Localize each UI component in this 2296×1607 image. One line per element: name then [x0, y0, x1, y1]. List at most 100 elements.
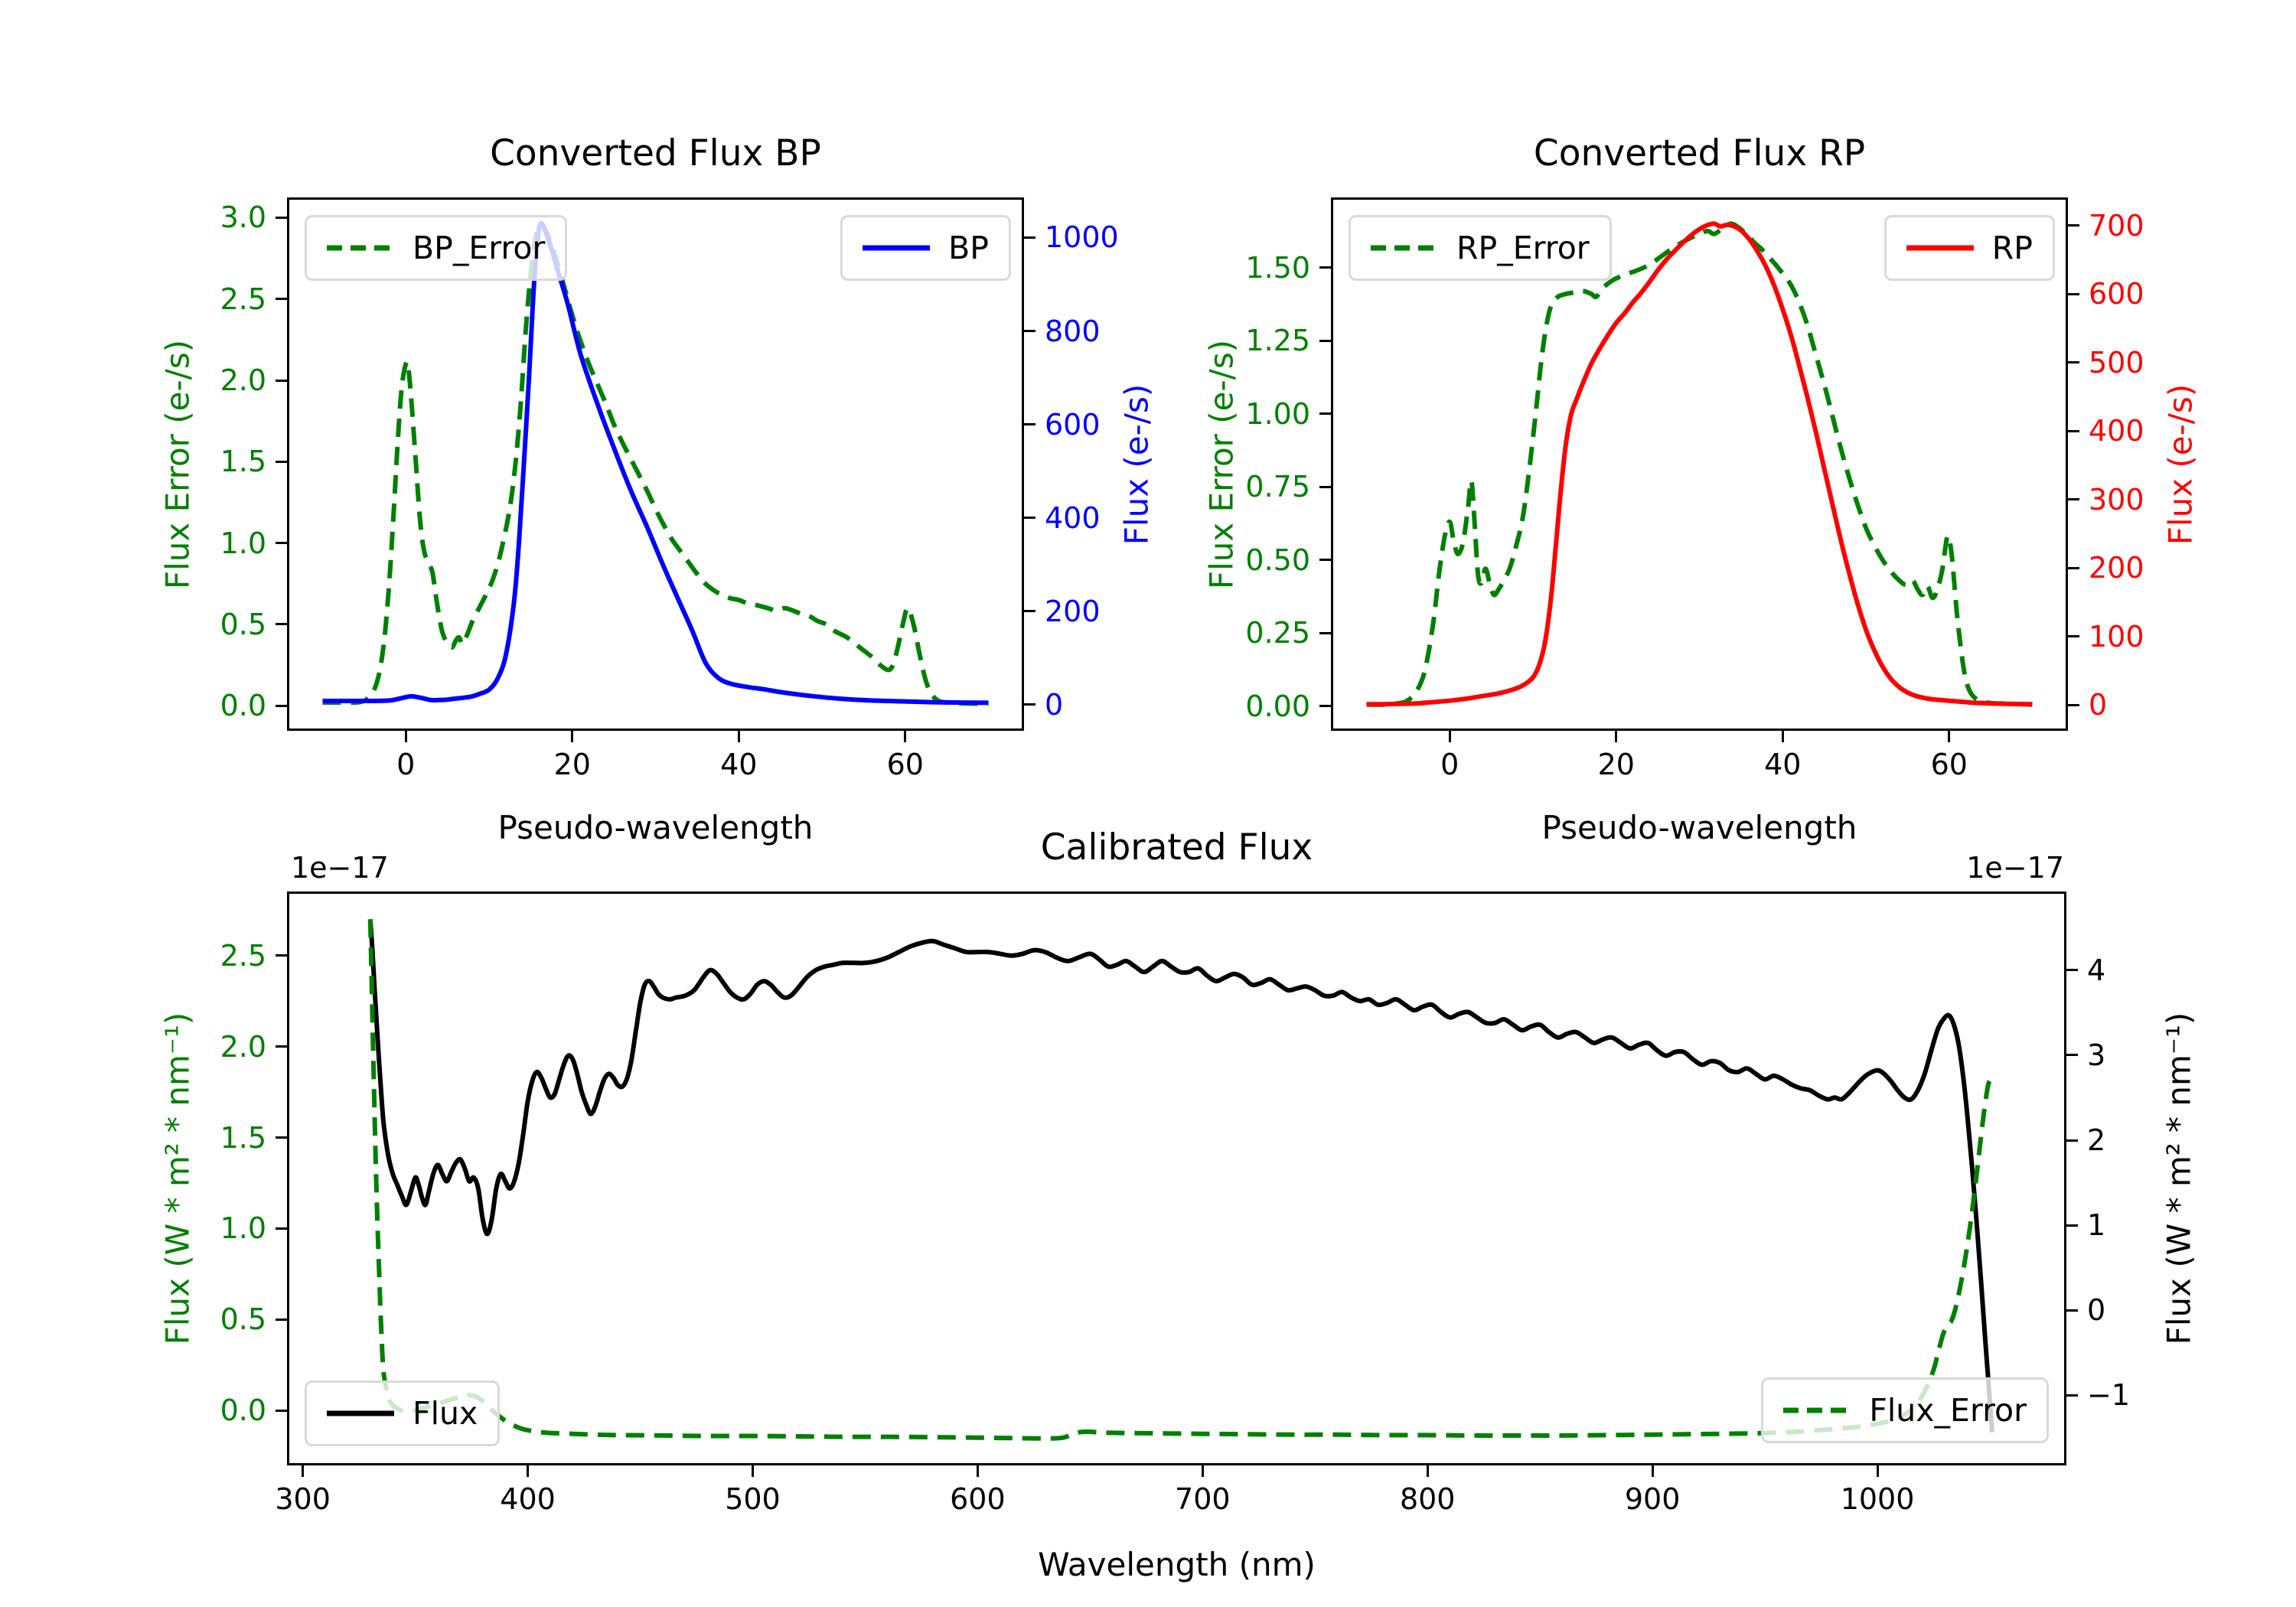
- plot-canvas-rp: [1366, 221, 2033, 707]
- left-y-tick-label: 0.00: [1245, 689, 1310, 723]
- right-y-tick-label: 200: [1045, 594, 1101, 628]
- legend-flux-error: Flux_Error: [1761, 1377, 2049, 1443]
- x-tick-label: 40: [1764, 748, 1802, 781]
- left-y-tick-label: 0.5: [220, 1302, 266, 1337]
- left-y-tick-label: 0.50: [1245, 543, 1310, 577]
- right-y-axis-label-bp: Flux (e-/s): [1117, 383, 1156, 545]
- right-y-tick-label: 300: [2089, 482, 2144, 517]
- plot-title-rp: Converted Flux RP: [1533, 132, 1866, 174]
- left-y-tick-label: 1.0: [220, 526, 266, 560]
- legend-label-flux: Flux: [413, 1395, 478, 1432]
- right-y-tick-mark: [2068, 292, 2079, 295]
- x-tick-mark: [904, 731, 907, 742]
- right-y-tick-mark: [1024, 236, 1035, 239]
- left-y-tick-mark: [276, 1318, 287, 1321]
- left-y-tick-mark: [276, 1227, 287, 1230]
- right-y-tick-label: 1: [2087, 1208, 2106, 1243]
- rp_error-curve: [1366, 221, 2033, 707]
- solid-line-sample-icon: [1906, 245, 1974, 251]
- right-y-tick-label: 0: [2087, 1293, 2106, 1328]
- left-y-tick-label: 3.0: [220, 200, 266, 235]
- left-y-tick-mark: [1319, 559, 1331, 562]
- right-y-tick-mark: [2068, 429, 2079, 432]
- legend-flux: Flux: [305, 1380, 501, 1446]
- x-tick-label: 900: [1624, 1482, 1681, 1516]
- x-tick-label: 300: [275, 1482, 331, 1516]
- right-y-tick-mark: [2068, 498, 2079, 501]
- left-axis-offset-text: 1e−17: [291, 851, 389, 885]
- x-tick-label: 500: [725, 1482, 781, 1516]
- plot-title-bp: Converted Flux BP: [490, 132, 821, 174]
- left-y-tick-mark: [276, 1409, 287, 1412]
- left-y-tick-label: 0.75: [1245, 470, 1310, 504]
- x-tick-mark: [1876, 1465, 1879, 1477]
- right-y-tick-label: 200: [2089, 551, 2144, 585]
- x-tick-mark: [751, 1465, 754, 1477]
- left-y-tick-mark: [276, 542, 287, 545]
- x-tick-label: 60: [1930, 748, 1968, 781]
- flux_error-curve: [367, 919, 1992, 1441]
- right-y-tick-label: 700: [2089, 208, 2144, 243]
- right-y-tick-mark: [1024, 330, 1035, 333]
- rp-curve: [1366, 221, 2033, 707]
- left-y-tick-label: 0.0: [220, 689, 266, 723]
- plot-title-calibrated: Calibrated Flux: [1040, 826, 1313, 869]
- left-y-tick-mark: [276, 704, 287, 707]
- x-tick-label: 700: [1175, 1482, 1231, 1516]
- dashed-line-sample-icon: [327, 245, 394, 251]
- x-tick-mark: [1781, 731, 1784, 742]
- x-axis-label-calibrated: Wavelength (nm): [1038, 1546, 1316, 1583]
- x-tick-mark: [1426, 1465, 1429, 1477]
- legend-rp-error: RP_Error: [1349, 215, 1612, 281]
- left-y-tick-label: 2.0: [220, 363, 266, 397]
- x-tick-mark: [1448, 731, 1451, 742]
- right-y-tick-label: 400: [2089, 414, 2144, 448]
- left-y-axis-label-calibrated: Flux (W * m² * nm⁻¹): [158, 1012, 197, 1345]
- left-y-tick-mark: [1319, 631, 1331, 634]
- legend-rp: RP: [1883, 215, 2055, 281]
- x-tick-label: 0: [396, 748, 416, 781]
- left-y-tick-mark: [1319, 705, 1331, 708]
- left-y-tick-mark: [276, 460, 287, 463]
- x-tick-mark: [1615, 731, 1618, 742]
- right-y-tick-label: 100: [2089, 619, 2144, 654]
- x-tick-mark: [527, 1465, 530, 1477]
- x-tick-label: 1000: [1840, 1482, 1915, 1516]
- dashed-line-sample-icon: [1783, 1407, 1851, 1413]
- x-tick-mark: [571, 731, 574, 742]
- x-tick-mark: [1948, 731, 1951, 742]
- left-y-tick-mark: [1319, 412, 1331, 416]
- right-y-tick-mark: [1024, 517, 1035, 520]
- left-y-tick-label: 1.0: [220, 1211, 266, 1246]
- x-tick-label: 0: [1440, 748, 1459, 781]
- x-tick-mark: [1201, 1465, 1204, 1477]
- right-y-tick-mark: [1024, 423, 1035, 426]
- left-y-tick-mark: [276, 954, 287, 957]
- left-y-tick-label: 2.0: [220, 1029, 266, 1064]
- x-tick-label: 20: [1597, 748, 1635, 781]
- left-y-tick-mark: [276, 1136, 287, 1139]
- right-y-tick-mark: [2066, 969, 2078, 972]
- subplot-converted-flux-rp: Converted Flux RP Flux Error (e-/s) Flux…: [1203, 132, 2200, 846]
- right-y-tick-label: 0: [2089, 688, 2108, 722]
- right-y-tick-mark: [2066, 1139, 2078, 1142]
- right-y-tick-mark: [2066, 1309, 2078, 1312]
- right-y-tick-label: 600: [1045, 407, 1101, 442]
- x-tick-label: 20: [553, 748, 591, 781]
- flux-curve: [367, 919, 1994, 1433]
- left-y-tick-label: 2.5: [220, 282, 266, 316]
- x-tick-label: 400: [500, 1482, 556, 1516]
- right-y-tick-label: 1000: [1045, 220, 1119, 255]
- x-tick-label: 800: [1399, 1482, 1456, 1516]
- right-y-tick-mark: [2068, 635, 2079, 638]
- right-y-tick-mark: [2068, 224, 2079, 227]
- right-y-axis-label-calibrated: Flux (W * m² * nm⁻¹): [2160, 1012, 2198, 1345]
- left-y-tick-label: 2.5: [220, 938, 266, 973]
- right-y-tick-mark: [2066, 1224, 2078, 1227]
- left-y-tick-mark: [1319, 485, 1331, 488]
- legend-label-bp-error: BP_Error: [413, 230, 546, 266]
- dashed-line-sample-icon: [1371, 245, 1438, 251]
- x-tick-mark: [976, 1465, 979, 1477]
- right-y-tick-mark: [2068, 566, 2079, 569]
- right-y-tick-mark: [1024, 703, 1035, 706]
